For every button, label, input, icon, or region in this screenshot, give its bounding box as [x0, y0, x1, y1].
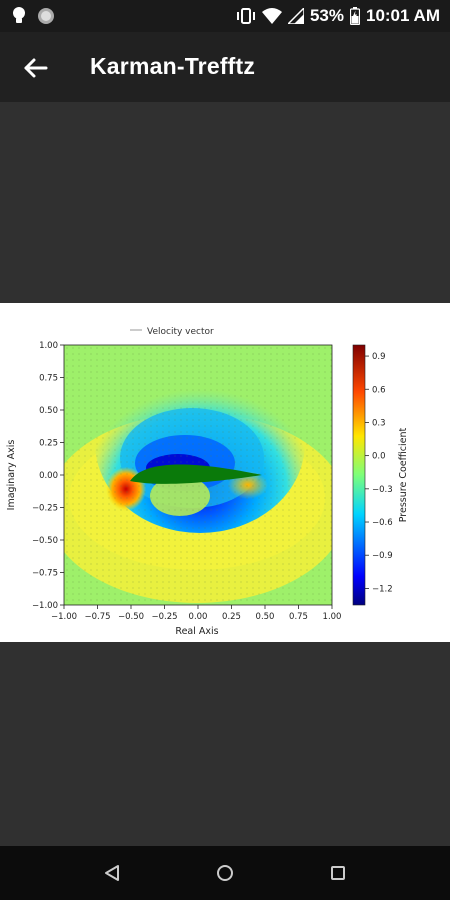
colorbar-tick-label: −0.9 — [372, 551, 393, 561]
wifi-icon — [261, 8, 282, 24]
clock: 10:01 AM — [365, 6, 440, 25]
navigation-bar — [0, 846, 450, 900]
x-tick-label: 0.75 — [289, 612, 308, 622]
x-axis-label: Real Axis — [175, 626, 218, 637]
y-tick-label: 1.00 — [39, 341, 58, 351]
battery-charging-icon — [349, 7, 360, 25]
circle-notification-icon — [38, 8, 54, 24]
battery-percent: 53% — [309, 6, 344, 25]
colorbar-tick-label: −0.6 — [372, 518, 393, 528]
status-left-icons — [12, 6, 56, 26]
y-ticks: 1.00 0.75 0.50 0.25 0.00 −0.25 −0.50 −0.75 −1.00 — [32, 341, 64, 611]
y-tick-label: 0.50 — [39, 406, 58, 416]
y-tick-label: 0.25 — [39, 439, 58, 449]
page-title: Karman-Trefftz — [90, 53, 256, 79]
y-tick-label: −0.25 — [32, 504, 58, 514]
colorbar-label: Pressure Coefficient — [398, 427, 409, 522]
pressure-coefficient-plot: Velocity vector −1.00 −0.75 −0.50 −0.25 0.00… — [6, 327, 409, 637]
colorbar-ticks: 0.9 0.6 0.3 0.0 −0.3 −0.6 −0.9 −1.2 — [365, 352, 393, 594]
colorbar-tick-label: 0.0 — [372, 452, 386, 462]
y-tick-label: −1.00 — [32, 601, 58, 611]
y-tick-label: 0.75 — [39, 374, 58, 384]
pressure-field — [64, 345, 332, 605]
x-tick-label: 0.50 — [256, 612, 275, 622]
status-right-icons: 53% 10:01 AM — [236, 0, 440, 32]
colorbar — [352, 344, 366, 606]
lightbulb-notification-icon — [13, 7, 25, 23]
legend: Velocity vector — [130, 327, 214, 337]
y-tick-label: −0.75 — [32, 569, 58, 579]
colorbar-tick-label: −1.2 — [372, 584, 393, 594]
colorbar-tick-label: 0.3 — [372, 418, 386, 428]
colorbar-tick-label: 0.6 — [372, 385, 386, 395]
x-tick-label: −0.75 — [84, 612, 110, 622]
x-ticks: −1.00 −0.75 −0.50 −0.25 0.00 0.25 0.50 0.75 1.00 — [51, 605, 342, 622]
plot-image: Velocity vector −1.00 −0.75 −0.50 −0.25 0.00… — [0, 303, 450, 642]
nav-recents-icon[interactable] — [324, 859, 352, 887]
legend-label: Velocity vector — [147, 327, 214, 337]
y-tick-label: 0.00 — [39, 471, 58, 481]
nav-home-icon[interactable] — [211, 859, 239, 887]
x-tick-label: 0.25 — [222, 612, 241, 622]
x-tick-label: 1.00 — [323, 612, 342, 622]
x-tick-label: −0.50 — [118, 612, 144, 622]
airfoil-shape — [130, 464, 262, 484]
x-tick-label: −1.00 — [51, 612, 77, 622]
nav-back-icon[interactable] — [98, 859, 126, 887]
cell-signal-icon — [287, 8, 304, 24]
y-tick-label: −0.50 — [32, 536, 58, 546]
colorbar-tick-label: 0.9 — [372, 352, 386, 362]
status-bar: 53% 10:01 AM — [0, 0, 450, 32]
x-tick-label: 0.00 — [189, 612, 208, 622]
vibrate-icon — [236, 8, 255, 24]
y-axis-label: Imaginary Axis — [6, 440, 17, 511]
x-tick-label: −0.25 — [151, 612, 177, 622]
colorbar-tick-label: −0.3 — [372, 485, 393, 495]
back-arrow-icon[interactable] — [20, 52, 52, 84]
app-bar: Karman-Trefftz — [0, 32, 450, 102]
